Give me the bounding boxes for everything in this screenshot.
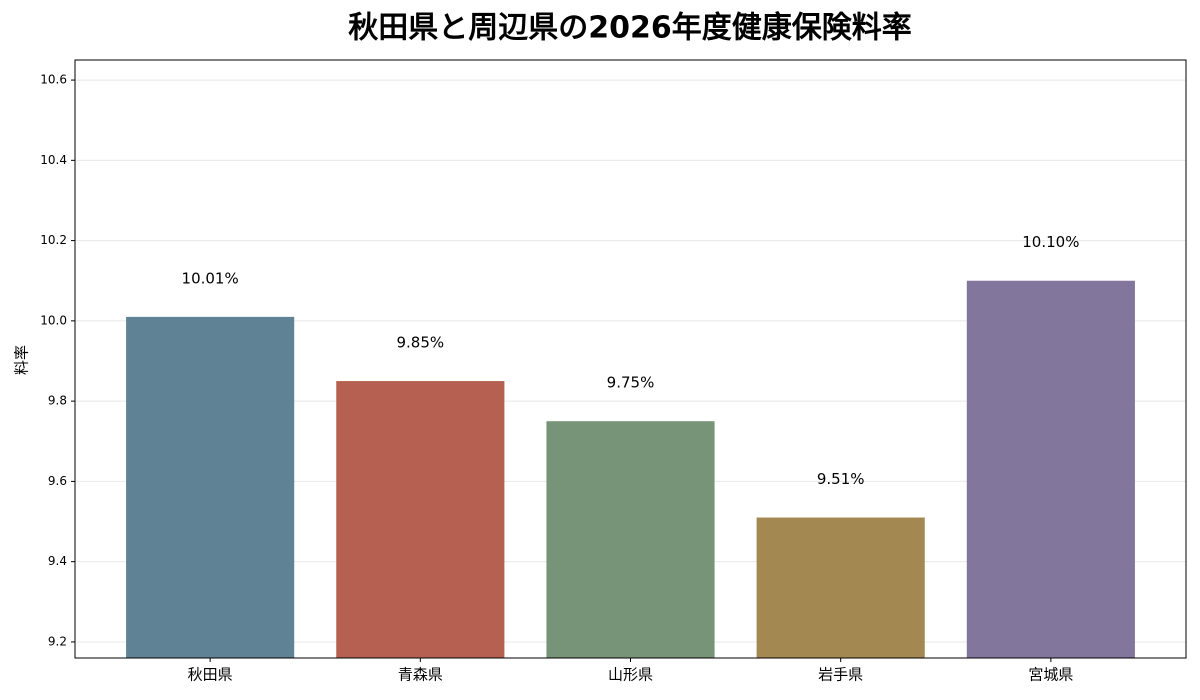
- x-tick-label: 青森県: [398, 666, 443, 684]
- y-tick-label: 10.6: [40, 73, 67, 87]
- plot-frame: [74, 59, 1187, 659]
- value-label: 9.51%: [817, 470, 865, 488]
- value-label: 9.75%: [607, 374, 655, 392]
- x-tick-label: 宮城県: [1028, 666, 1073, 684]
- bar: [126, 316, 295, 658]
- y-tick-label: 10.2: [40, 233, 67, 247]
- y-tick-label: 9.8: [48, 394, 67, 408]
- value-label: 10.10%: [1022, 233, 1079, 251]
- x-tick-label: 秋田県: [188, 666, 233, 684]
- bar: [546, 421, 715, 658]
- x-tick-label: 山形県: [608, 666, 653, 684]
- value-label: 9.85%: [396, 334, 444, 352]
- bar: [336, 381, 505, 658]
- y-axis-label: 料率: [13, 345, 31, 375]
- y-tick-label: 10.0: [40, 313, 67, 327]
- bar: [966, 280, 1135, 658]
- y-tick-label: 9.6: [48, 474, 67, 488]
- bar: [756, 517, 925, 658]
- y-tick-label: 9.4: [48, 554, 67, 568]
- x-tick-label: 岩手県: [818, 666, 863, 684]
- value-label: 10.01%: [182, 269, 239, 287]
- y-tick-label: 9.2: [48, 634, 67, 648]
- chart-title: 秋田県と周辺県の2026年度健康保険料率: [348, 11, 912, 46]
- y-tick-label: 10.4: [40, 153, 67, 167]
